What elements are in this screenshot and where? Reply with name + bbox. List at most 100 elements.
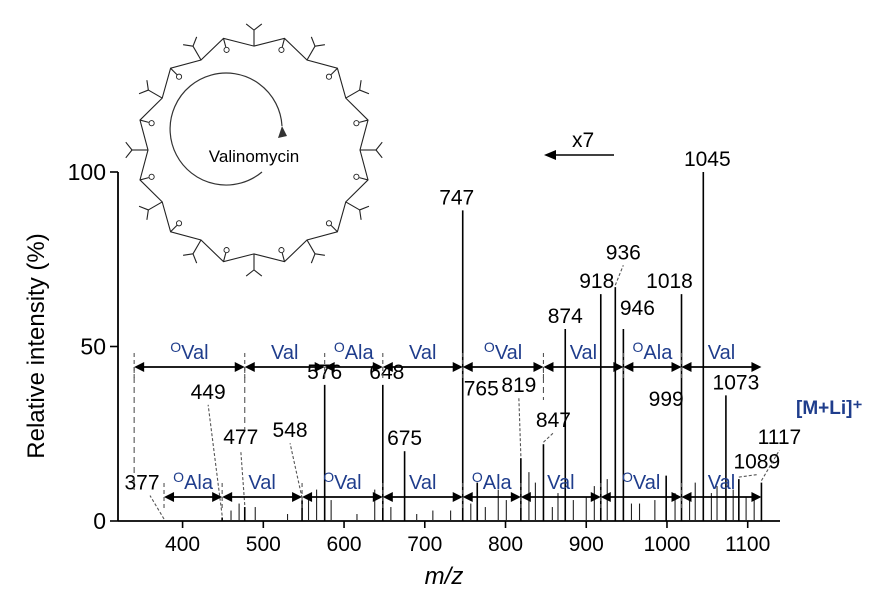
lower-seq-arrowhead-right-0	[212, 492, 223, 502]
side-chain-branch	[183, 253, 194, 256]
upper-seq-arrowhead-right-6	[671, 362, 682, 372]
lower-seq-arrowhead-left-3	[382, 492, 393, 502]
upper-seq-superscript-4: O	[484, 339, 495, 355]
lower-seq-arrowhead-right-1	[292, 492, 303, 502]
lower-sequence-ladder: OAla Val OVal Val OAla Val OVal Val	[163, 469, 762, 511]
lower-seq-arrowhead-left-2	[302, 492, 313, 502]
peak-label-765: 765	[464, 377, 499, 400]
y-tick-label: 0	[93, 508, 106, 534]
peak-label-1117: 1117	[758, 426, 802, 449]
lower-seq-label-3: Val	[409, 472, 436, 494]
upper-seq-arrowhead-left-1	[244, 362, 255, 372]
lower-seq-arrowhead-left-7	[681, 492, 692, 502]
upper-seq-arrowhead-left-4	[462, 362, 473, 372]
upper-seq-superscript-2: O	[334, 339, 345, 355]
lower-seq-arrowhead-right-3	[452, 492, 463, 502]
carbonyl-bond	[170, 67, 178, 75]
side-chain-bond	[192, 45, 202, 61]
carbonyl-oxygen	[353, 173, 360, 180]
carbonyl-oxygen	[353, 120, 360, 127]
upper-seq-label-3: Val	[409, 342, 436, 364]
x-tick-label: 500	[246, 533, 281, 556]
carbonyl-bond	[281, 38, 286, 48]
carbonyl-oxygen	[175, 73, 183, 80]
upper-seq-arrowhead-right-2	[372, 362, 383, 372]
lower-seq-arrowhead-right-5	[590, 492, 601, 502]
side-chain-branch	[253, 23, 263, 31]
side-chain-bond	[148, 201, 163, 211]
peak-leader-449	[207, 404, 223, 516]
upper-seq-arrowhead-left-7	[681, 362, 692, 372]
carbonyl-bond	[281, 252, 286, 262]
x-tick-label: 400	[165, 533, 200, 556]
carbonyl-oxygen	[325, 73, 333, 80]
rotation-arrowhead	[278, 126, 287, 138]
upper-seq-label-6: OAla	[633, 339, 674, 364]
peak-label-548: 548	[273, 419, 308, 442]
x-tick-label: 600	[327, 533, 362, 556]
lower-seq-label-1: Val	[248, 472, 275, 494]
lower-seq-arrowhead-left-5	[520, 492, 531, 502]
upper-seq-label-1: Val	[271, 342, 298, 364]
lower-seq-superscript-4: O	[472, 469, 483, 485]
carbonyl-oxygen	[223, 247, 230, 254]
carbonyl-oxygen	[325, 220, 333, 227]
upper-sequence-ladder: OVal Val OAla Val OVal Val OAla Val	[133, 339, 762, 490]
side-chain-branch	[359, 209, 362, 220]
peak-label-1045: 1045	[684, 148, 731, 171]
peak-label-1018: 1018	[646, 270, 693, 293]
side-chain-branch	[253, 269, 263, 277]
side-chain-branch	[146, 209, 149, 220]
upper-seq-arrowhead-right-3	[452, 362, 463, 372]
y-axis-label: Relative intensity (%)	[23, 233, 50, 458]
x-tick-label: 1000	[644, 533, 691, 556]
lower-seq-label-2: OVal	[323, 469, 361, 494]
peak-leader-847	[543, 432, 554, 443]
peak-label-946: 946	[620, 297, 655, 320]
side-chain-branch	[314, 44, 325, 47]
molecule-label: Valinomycin	[209, 147, 299, 166]
upper-seq-label-5: Val	[570, 342, 597, 364]
side-chain-branch	[183, 44, 194, 47]
upper-seq-label-2: OAla	[334, 339, 375, 364]
carbonyl-bond	[330, 67, 338, 75]
y-tick-label: 100	[68, 159, 106, 185]
upper-seq-arrowhead-left-6	[623, 362, 634, 372]
carbonyl-bond	[222, 38, 227, 48]
side-chain-branch	[359, 80, 362, 91]
upper-seq-arrowhead-left-2	[324, 362, 335, 372]
lower-seq-superscript-6: O	[622, 469, 633, 485]
side-chain-branch	[138, 205, 149, 211]
carbonyl-bond	[222, 252, 227, 262]
peak-label-874: 874	[548, 305, 583, 328]
upper-seq-arrowhead-right-1	[314, 362, 325, 372]
side-chain-branch	[192, 253, 198, 264]
peak-label-747: 747	[439, 186, 474, 209]
carbonyl-oxygen	[148, 120, 155, 127]
carbonyl-oxygen	[278, 247, 285, 254]
upper-seq-arrowhead-right-5	[613, 362, 624, 372]
lower-seq-arrowhead-left-1	[222, 492, 233, 502]
lower-seq-arrowhead-right-2	[372, 492, 383, 502]
carbonyl-oxygen	[278, 46, 285, 53]
side-chain-bond	[345, 201, 360, 211]
side-chain-bond	[345, 89, 360, 99]
side-chain-branch	[310, 36, 316, 47]
carbonyl-oxygen	[223, 46, 230, 53]
carbonyl-bond	[359, 119, 369, 123]
peak-leader-936	[614, 265, 624, 286]
side-chain-bond	[192, 239, 202, 255]
carbonyl-bond	[139, 119, 149, 123]
lower-seq-arrowhead-left-0	[164, 492, 175, 502]
peak-label-936: 936	[606, 241, 641, 264]
upper-seq-arrowhead-left-3	[382, 362, 393, 372]
carbonyl-bond	[359, 177, 369, 181]
side-chain-branch	[245, 23, 255, 31]
ion-label-text: [M+Li]⁺	[796, 398, 863, 419]
upper-seq-label-0: OVal	[170, 339, 208, 364]
side-chain-branch	[314, 253, 325, 256]
upper-seq-label-4: OVal	[484, 339, 522, 364]
peak-leader-377	[149, 495, 165, 520]
side-chain-branch	[125, 141, 133, 151]
x-tick-label: 800	[488, 533, 523, 556]
